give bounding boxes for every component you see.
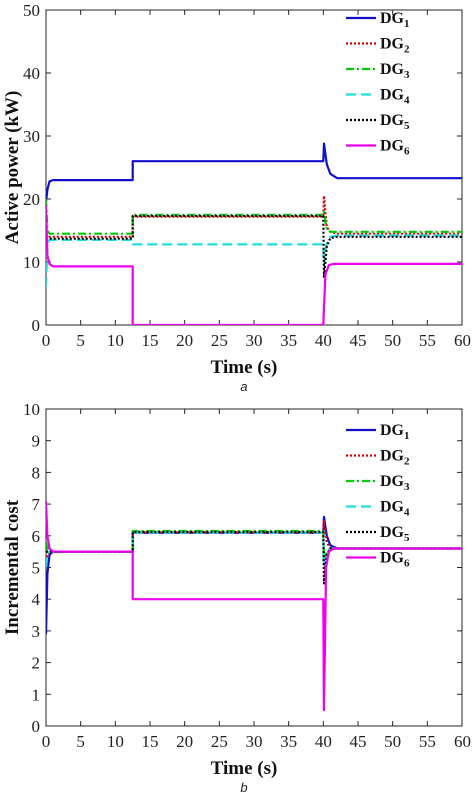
subfigure-caption: a — [240, 379, 247, 394]
y-tick-label: 1 — [32, 685, 41, 704]
x-tick-label: 45 — [350, 331, 367, 350]
x-axis-label: Time (s) — [211, 758, 278, 779]
legend-entry: DG6 — [380, 550, 410, 570]
x-tick-label: 35 — [280, 331, 297, 350]
plot-area — [45, 9, 463, 326]
y-tick-label: 20 — [23, 190, 40, 209]
x-tick-label: 20 — [176, 331, 193, 350]
x-tick-label: 15 — [142, 331, 159, 350]
x-tick-label: 55 — [419, 732, 436, 751]
legend-entry: DG1 — [380, 10, 410, 30]
y-tick-label: 30 — [23, 127, 40, 146]
x-tick-label: 50 — [384, 732, 401, 751]
x-tick-label: 60 — [454, 331, 471, 350]
series-line-dg5 — [46, 530, 462, 585]
x-tick-label: 5 — [76, 732, 85, 751]
subfigure-caption: b — [240, 780, 247, 794]
x-tick-label: 40 — [315, 331, 332, 350]
y-axis-label: Active power (kW) — [2, 91, 23, 245]
x-tick-label: 35 — [280, 732, 297, 751]
y-tick-label: 0 — [32, 316, 41, 335]
x-tick-label: 10 — [107, 331, 124, 350]
y-tick-label: 2 — [32, 654, 41, 673]
legend-entry: DG3 — [380, 61, 410, 81]
series-line-dg6 — [46, 205, 462, 325]
legend-entry: DG4 — [380, 499, 410, 519]
series-group — [46, 500, 462, 712]
series-line-dg4 — [46, 234, 462, 288]
x-tick-label: 5 — [76, 331, 85, 350]
y-tick-label: 8 — [32, 463, 41, 482]
x-tick-label: 15 — [142, 732, 159, 751]
series-line-dg3 — [46, 198, 462, 235]
y-tick-label: 6 — [32, 527, 41, 546]
plot-area — [45, 408, 463, 727]
legend-entry: DG4 — [380, 87, 410, 107]
x-axis-label: Time (s) — [211, 357, 278, 378]
y-tick-label: 10 — [23, 400, 40, 419]
y-tick-label: 40 — [23, 64, 40, 83]
y-tick-label: 7 — [32, 495, 41, 514]
x-tick-label: 30 — [246, 331, 263, 350]
series-line-dg6 — [46, 500, 462, 712]
x-tick-label: 10 — [107, 732, 124, 751]
x-tick-label: 20 — [176, 732, 193, 751]
y-tick-label: 0 — [32, 717, 41, 736]
legend-entry: DG2 — [380, 448, 410, 468]
legend: DG1 DG2 DG3 DG4 DG5 DG6 — [346, 422, 410, 570]
y-tick-label: 9 — [32, 432, 41, 451]
y-tick-label: 4 — [32, 590, 41, 609]
x-tick-label: 0 — [42, 732, 51, 751]
x-tick-label: 60 — [454, 732, 471, 751]
x-tick-label: 30 — [246, 732, 263, 751]
series-line-dg2 — [46, 194, 462, 241]
y-axis-label: Incremental cost — [2, 499, 23, 635]
legend-entry: DG5 — [380, 112, 410, 132]
y-tick-label: 50 — [23, 1, 40, 20]
legend: DG1 DG2 DG3 DG4 DG5 DG6 — [346, 10, 410, 158]
legend-entry: DG6 — [380, 138, 410, 158]
x-tick-label: 0 — [42, 331, 51, 350]
series-line-dg5 — [46, 214, 462, 279]
y-tick-label: 3 — [32, 622, 41, 641]
x-tick-label: 45 — [350, 732, 367, 751]
chart-b: 0 5 10 15 20 25 30 35 40 45 50 55 60012345678910Time… — [2, 400, 471, 794]
legend-entry: DG1 — [380, 422, 410, 442]
series-group — [46, 142, 462, 325]
y-tick-label: 10 — [23, 253, 40, 272]
chart-a: 0 5 10 15 20 25 30 35 40 45 50 55 60 0 10 20 30 40 50 Time … — [2, 1, 471, 394]
y-tick-label: 5 — [32, 559, 41, 578]
x-tick-label: 40 — [315, 732, 332, 751]
legend-entry: DG3 — [380, 473, 410, 493]
series-line-dg1 — [46, 142, 462, 203]
x-tick-label: 25 — [211, 331, 228, 350]
x-tick-label: 25 — [211, 732, 228, 751]
x-tick-label: 50 — [384, 331, 401, 350]
legend-entry: DG5 — [380, 524, 410, 544]
legend-entry: DG2 — [380, 36, 410, 56]
x-tick-label: 55 — [419, 331, 436, 350]
